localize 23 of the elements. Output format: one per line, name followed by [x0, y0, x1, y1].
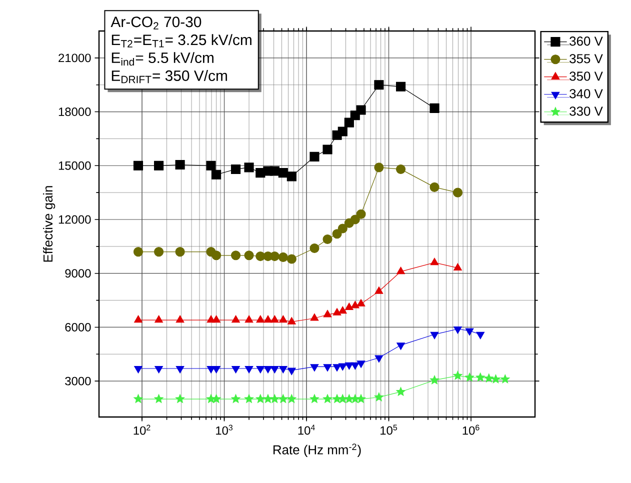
y-tick-label: 6000: [65, 322, 91, 332]
legend-label: 350 V: [570, 72, 603, 81]
legend-label: 360 V: [570, 36, 603, 46]
legend-label: 330 V: [570, 106, 603, 116]
x-tick-label: 10$^{6}$: [462, 424, 480, 435]
y-tick-label: 3000: [65, 376, 91, 386]
text: Ar-CO$_{2}$ 70-30: [110, 16, 202, 30]
y-axis-title: Effective gain: [43, 186, 56, 262]
legend-label: 355 V: [570, 54, 603, 64]
x-tick-label: 10$^{5}$: [380, 424, 398, 435]
legend-label: 340 V: [570, 89, 603, 98]
y-tick-label: 15000: [58, 161, 91, 170]
y-tick-label: 18000: [58, 108, 91, 116]
x-tick-label: 10$^{2}$: [134, 424, 150, 435]
y-tick-label: 21000: [58, 54, 91, 62]
x-axis-title: Rate (Hz mm$^{-2}$): [274, 444, 361, 457]
x-tick-label: 10$^{3}$: [216, 424, 233, 435]
x-tick-label: 10$^{4}$: [298, 424, 315, 435]
annotation: E$_{T2}$=E$_{T1}$= 3.25 kV/cm: [112, 34, 252, 48]
y-tick-label: 9000: [65, 269, 91, 278]
annotation: E$_{ind}$= 5.5 kV/cm: [112, 52, 214, 66]
y-tick-label: 12000: [58, 215, 91, 224]
annotation: E$_{DRIFT}$= 350 V/cm: [112, 70, 227, 84]
